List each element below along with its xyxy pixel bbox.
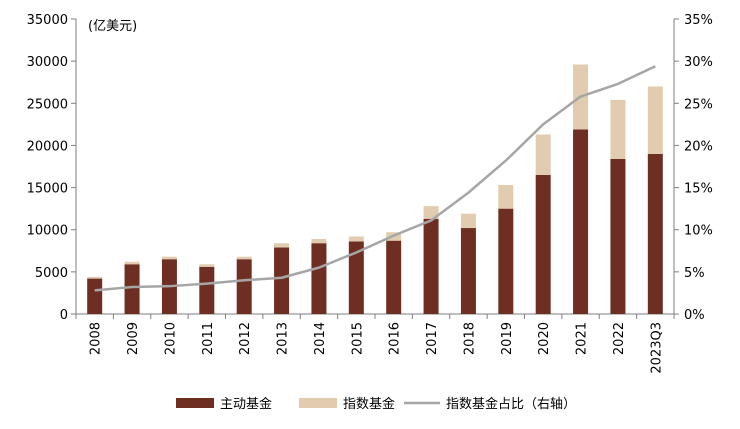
- bar-active-fund: [498, 208, 514, 314]
- bar-active-fund: [535, 174, 551, 314]
- left-tick-label: 30000: [27, 55, 68, 70]
- bar-active-fund: [87, 278, 103, 314]
- right-tick-label: 0%: [684, 308, 705, 323]
- bar-index-fund: [87, 276, 103, 279]
- bars: [87, 64, 663, 314]
- left-tick-label: 15000: [27, 182, 68, 197]
- bar-active-fund: [274, 247, 290, 314]
- bar-active-fund: [124, 264, 140, 314]
- x-tick-label: 2019: [500, 322, 515, 355]
- legend-swatch-index: [299, 398, 337, 408]
- right-tick-label: 10%: [684, 224, 713, 239]
- x-tick-label: 2012: [238, 322, 253, 355]
- bar-active-fund: [610, 158, 626, 314]
- legend-label-share: 指数基金占比（右轴）: [446, 396, 576, 412]
- bar-index-fund: [535, 134, 551, 175]
- bar-active-fund: [311, 243, 327, 314]
- left-tick-label: 5000: [35, 266, 68, 281]
- x-tick-label: 2018: [462, 322, 477, 355]
- left-tick-label: 0: [60, 308, 68, 323]
- bar-active-fund: [423, 218, 439, 314]
- bar-index-fund: [423, 206, 439, 219]
- legend-label-active: 主动基金: [220, 396, 272, 412]
- x-tick-label: 2014: [313, 322, 328, 355]
- x-tick-label: 2017: [425, 322, 440, 355]
- x-tick-label: 2021: [575, 322, 590, 355]
- x-tick-label: 2015: [350, 322, 365, 355]
- x-tick-label: 2013: [276, 322, 291, 355]
- x-tick-label: 2008: [89, 322, 104, 355]
- right-tick-label: 5%: [684, 266, 705, 281]
- bar-active-fund: [460, 228, 476, 314]
- bar-index-fund: [610, 99, 626, 159]
- bar-active-fund: [348, 241, 364, 314]
- legend-label-index: 指数基金: [343, 396, 395, 412]
- x-tick-label: 2009: [126, 322, 141, 355]
- bar-index-fund: [647, 86, 663, 154]
- left-tick-label: 20000: [27, 139, 68, 154]
- bar-active-fund: [199, 266, 215, 314]
- bar-index-fund: [199, 264, 215, 267]
- legend-swatch-active: [176, 398, 214, 408]
- x-tick-label: 2020: [537, 322, 552, 355]
- unit-label: (亿美元): [88, 19, 137, 34]
- bar-index-fund: [498, 185, 514, 209]
- axes: 0 5000 10000 15000 20000 25000 30000 35000 0% 5% 1…: [27, 13, 713, 374]
- x-tick-label: 2016: [388, 322, 403, 355]
- x-tick-label: 2022: [612, 322, 627, 355]
- bar-active-fund: [573, 129, 589, 314]
- legend: 主动基金 指数基金 指数基金占比（右轴）: [176, 396, 576, 412]
- left-tick-label: 10000: [27, 224, 68, 239]
- right-tick-label: 30%: [684, 55, 713, 70]
- index-share-line: [94, 65, 656, 292]
- right-tick-label: 35%: [684, 13, 713, 28]
- right-tick-label: 20%: [684, 139, 713, 154]
- x-tick-label: 2011: [201, 322, 216, 355]
- bar-index-fund: [274, 243, 290, 248]
- right-tick-label: 25%: [684, 97, 713, 112]
- bar-index-fund: [236, 256, 252, 260]
- index-share-polyline: [94, 65, 656, 292]
- bar-index-fund: [348, 236, 364, 242]
- bar-index-fund: [124, 261, 140, 265]
- left-tick-label: 25000: [27, 97, 68, 112]
- bar-index-fund: [161, 256, 177, 260]
- bar-active-fund: [647, 153, 663, 314]
- bar-index-fund: [311, 238, 327, 244]
- right-tick-label: 15%: [684, 182, 713, 197]
- x-tick-label: 2023Q3: [649, 322, 664, 374]
- bar-index-fund: [460, 213, 476, 229]
- bar-active-fund: [236, 259, 252, 314]
- x-tick-label: 2010: [163, 322, 178, 355]
- bar-active-fund: [386, 240, 402, 314]
- left-tick-label: 35000: [27, 13, 68, 28]
